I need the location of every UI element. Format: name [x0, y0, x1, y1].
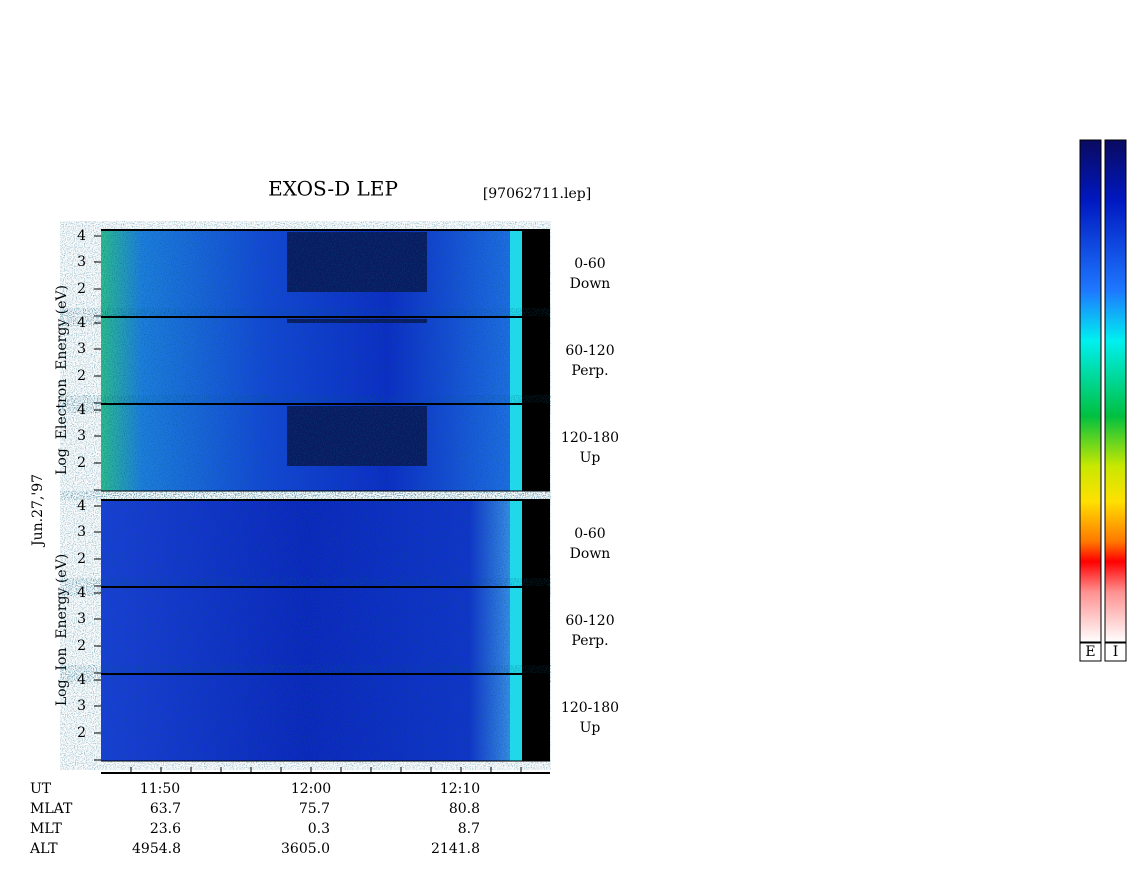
- ephemeris-value: 75.7: [299, 801, 330, 817]
- no-data: [522, 404, 550, 491]
- title: EXOS-D LEP: [268, 177, 398, 201]
- range-label: 120-180: [561, 700, 619, 716]
- noise: [101, 404, 510, 491]
- ephemeris-value: 0.3: [308, 821, 330, 837]
- row-label: ALT: [29, 841, 58, 857]
- tick-label: 2: [77, 281, 86, 297]
- noise: [101, 230, 510, 317]
- tick-label: 4: [77, 585, 86, 601]
- colorbar: [1079, 139, 1102, 643]
- no-data: [522, 500, 550, 587]
- time-label: 11:50: [140, 781, 180, 797]
- ephemeris-value: 4954.8: [132, 841, 181, 857]
- electron-axis-label: Log Electron Energy (eV): [54, 285, 70, 475]
- range-label: 120-180: [561, 430, 619, 446]
- date: Jun.27,'97: [30, 474, 46, 548]
- ephemeris-value: 8.7: [458, 821, 480, 837]
- tick-label: 4: [77, 315, 86, 331]
- tick-label: 4: [77, 228, 86, 244]
- direction-label: Perp.: [571, 363, 608, 379]
- time-label: 12:10: [440, 781, 480, 797]
- direction-label: Up: [580, 450, 601, 466]
- colorbar: [1104, 139, 1127, 643]
- row-label: MLT: [30, 821, 62, 837]
- edge-strip: [510, 587, 522, 674]
- file-name: [97062711.lep]: [483, 186, 591, 202]
- colorbar-label-box: [1104, 642, 1127, 662]
- tick-label: 4: [77, 672, 86, 688]
- colorbar-label-box: [1079, 642, 1102, 662]
- ephemeris-value: 2141.8: [431, 841, 480, 857]
- no-data: [522, 317, 550, 404]
- range-label: 60-120: [565, 343, 614, 359]
- ephemeris-value: 80.8: [449, 801, 480, 817]
- ion-axis-label: Log Ion Energy (eV): [54, 554, 70, 706]
- edge-strip: [510, 317, 522, 404]
- no-data: [522, 674, 550, 761]
- ephemeris-value: 63.7: [150, 801, 181, 817]
- no-data: [522, 587, 550, 674]
- direction-label: Down: [570, 546, 611, 562]
- no-data: [522, 230, 550, 317]
- tick-label: 3: [77, 254, 86, 270]
- ephemeris-value: 23.6: [150, 821, 181, 837]
- row-label: UT: [30, 781, 52, 797]
- direction-label: Down: [570, 276, 611, 292]
- row-label: MLAT: [30, 801, 73, 817]
- direction-label: Perp.: [571, 633, 608, 649]
- colorbar-label: I: [1113, 644, 1119, 660]
- tick-label: 4: [77, 402, 86, 418]
- tick-label: 2: [77, 455, 86, 471]
- tick-label: 3: [77, 428, 86, 444]
- range-label: 60-120: [565, 613, 614, 629]
- tick-label: 3: [77, 698, 86, 714]
- noise: [101, 674, 510, 761]
- direction-label: Up: [580, 720, 601, 736]
- edge-strip: [510, 674, 522, 761]
- tick-label: 3: [77, 611, 86, 627]
- noise: [101, 500, 510, 587]
- range-label: 0-60: [574, 256, 605, 272]
- tick-label: 2: [77, 551, 86, 567]
- edge-strip: [510, 404, 522, 491]
- tick-label: 3: [77, 524, 86, 540]
- edge-strip: [510, 500, 522, 587]
- time-label: 12:00: [291, 781, 331, 797]
- range-label: 0-60: [574, 526, 605, 542]
- ephemeris-value: 3605.0: [281, 841, 330, 857]
- tick-label: 2: [77, 368, 86, 384]
- noise: [101, 317, 510, 404]
- tick-label: 4: [77, 498, 86, 514]
- tick-label: 3: [77, 341, 86, 357]
- colorbar-label: E: [1085, 644, 1095, 660]
- tick-label: 2: [77, 725, 86, 741]
- noise: [101, 587, 510, 674]
- tick-label: 2: [77, 638, 86, 654]
- edge-strip: [510, 230, 522, 317]
